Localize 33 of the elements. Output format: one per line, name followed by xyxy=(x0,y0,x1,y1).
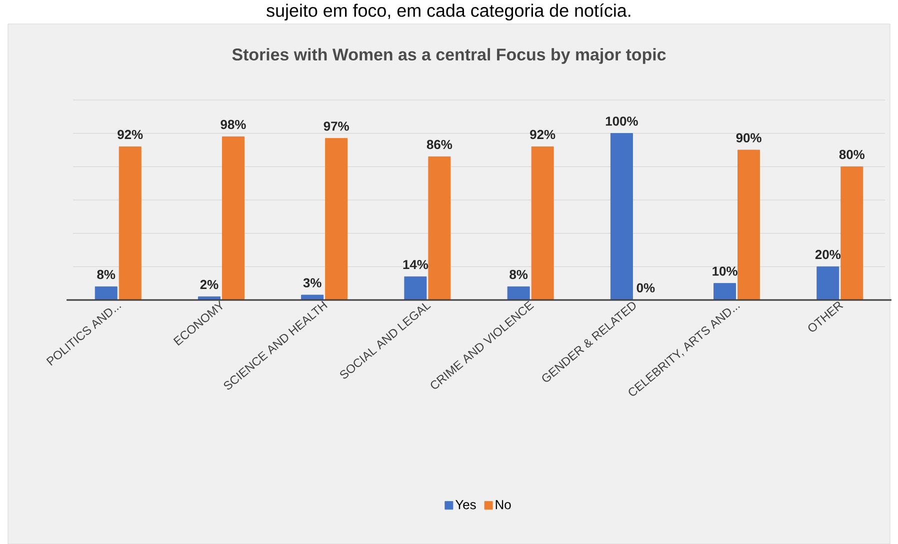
data-label: 90% xyxy=(736,133,762,142)
data-label: 8% xyxy=(510,270,528,279)
data-label: 97% xyxy=(324,121,349,131)
bar xyxy=(610,132,633,300)
data-label: 92% xyxy=(118,130,143,139)
bar xyxy=(816,266,840,300)
text: sujeito em foco, em cada categoria de notícia. xyxy=(266,3,630,20)
data-label: 20% xyxy=(815,250,841,259)
data-label: 0% xyxy=(636,283,655,292)
data-label: 92% xyxy=(530,130,556,139)
data-label: 86% xyxy=(426,140,452,149)
chart-title: Stories with Women as a central Focus by major topic xyxy=(232,48,666,64)
bar xyxy=(118,146,142,300)
legend-label: Yes xyxy=(455,500,476,510)
bar xyxy=(531,146,554,300)
bar xyxy=(404,276,427,300)
data-label: 98% xyxy=(220,120,246,129)
bar xyxy=(840,166,864,300)
data-label: 8% xyxy=(97,270,116,279)
bar xyxy=(94,286,118,300)
bar xyxy=(428,156,451,300)
data-label: 10% xyxy=(712,266,738,276)
bar xyxy=(738,150,760,300)
data-label: 3% xyxy=(303,278,322,288)
bar xyxy=(325,138,348,300)
data-label: 14% xyxy=(403,260,428,269)
bar xyxy=(714,282,736,300)
bar xyxy=(222,136,244,300)
legend-label: No xyxy=(496,500,511,510)
bar xyxy=(507,286,530,300)
data-label: 100% xyxy=(606,116,638,126)
data-label: 2% xyxy=(200,280,218,289)
data-label: 80% xyxy=(839,150,865,159)
